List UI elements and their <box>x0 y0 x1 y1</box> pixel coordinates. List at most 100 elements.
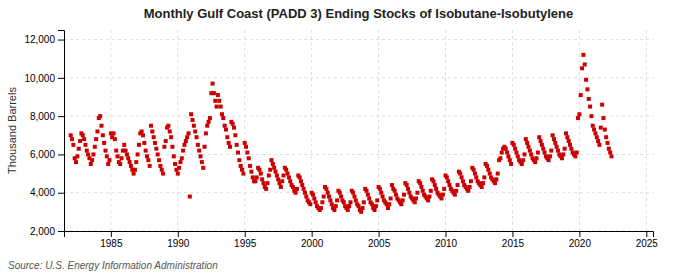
point <box>303 191 307 195</box>
point <box>496 172 500 176</box>
point <box>189 112 193 116</box>
point <box>429 189 433 193</box>
tick-mark <box>58 154 64 155</box>
point <box>272 166 276 170</box>
point <box>528 149 532 153</box>
point <box>580 66 584 70</box>
point <box>362 200 366 204</box>
point <box>402 193 406 197</box>
grid-line <box>64 39 653 40</box>
point <box>259 172 263 176</box>
point <box>99 124 103 128</box>
point <box>328 198 332 202</box>
point <box>576 116 580 120</box>
tick-mark <box>312 231 313 237</box>
point <box>536 151 540 155</box>
point <box>551 133 555 137</box>
point <box>237 158 241 162</box>
point <box>212 91 216 95</box>
x-axis-tick: 2015 <box>502 231 525 249</box>
point <box>199 154 203 158</box>
point <box>327 195 331 199</box>
point <box>504 147 508 151</box>
point <box>142 141 146 145</box>
tick-label: 1985 <box>100 238 123 249</box>
point <box>563 147 567 151</box>
point <box>347 204 351 208</box>
point <box>441 193 445 197</box>
point <box>158 164 162 168</box>
point <box>191 118 195 122</box>
point <box>521 158 525 162</box>
point <box>223 124 227 128</box>
point <box>308 202 312 206</box>
point <box>482 175 486 179</box>
point <box>359 210 363 214</box>
point <box>335 198 339 202</box>
point <box>253 179 257 183</box>
point <box>525 141 529 145</box>
point <box>601 116 605 120</box>
point <box>153 141 157 145</box>
point <box>454 189 458 193</box>
y-axis-tick: 4,000 <box>30 187 64 198</box>
tick-label: 12,000 <box>24 34 55 45</box>
point <box>157 158 161 162</box>
chart: 1985199019952000200520102015202020252,00… <box>0 0 675 275</box>
grid-line <box>64 116 653 117</box>
point <box>129 164 133 168</box>
point <box>93 145 97 149</box>
tick-label: 4,000 <box>30 187 55 198</box>
point <box>326 191 330 195</box>
point <box>169 135 173 139</box>
x-axis-line <box>65 232 654 238</box>
point <box>181 149 185 153</box>
point <box>406 187 410 191</box>
point <box>161 172 165 176</box>
point <box>116 154 120 158</box>
point <box>94 137 98 141</box>
point <box>324 187 328 191</box>
point <box>231 122 235 126</box>
point <box>569 147 573 151</box>
point <box>291 185 295 189</box>
point <box>485 164 489 168</box>
tick-mark <box>58 40 64 41</box>
x-axis-tick: 2025 <box>636 231 659 249</box>
point <box>241 172 245 176</box>
point <box>516 154 520 158</box>
point <box>597 143 601 147</box>
point <box>201 166 205 170</box>
point <box>154 147 158 151</box>
point <box>216 93 220 97</box>
point <box>413 200 417 204</box>
point <box>555 145 559 149</box>
point <box>370 202 374 206</box>
point <box>389 196 393 200</box>
point <box>394 193 398 197</box>
point <box>529 152 533 156</box>
point <box>247 156 251 160</box>
point <box>239 164 243 168</box>
point <box>605 141 609 145</box>
point <box>593 131 597 135</box>
point <box>399 202 403 206</box>
tick-label: 2000 <box>301 238 324 249</box>
point <box>548 154 552 158</box>
point <box>453 193 457 197</box>
point <box>280 179 284 183</box>
point <box>342 200 346 204</box>
tick-mark <box>178 231 179 237</box>
y-axis-tick: 10,000 <box>24 73 64 84</box>
point <box>480 185 484 189</box>
point <box>164 139 168 143</box>
point <box>82 137 86 141</box>
point <box>200 160 204 164</box>
y-axis-tick: 12,000 <box>24 34 64 45</box>
point <box>295 187 299 191</box>
point <box>287 175 291 179</box>
point <box>599 126 603 130</box>
point <box>473 172 477 176</box>
point <box>589 114 593 118</box>
point <box>113 137 117 141</box>
